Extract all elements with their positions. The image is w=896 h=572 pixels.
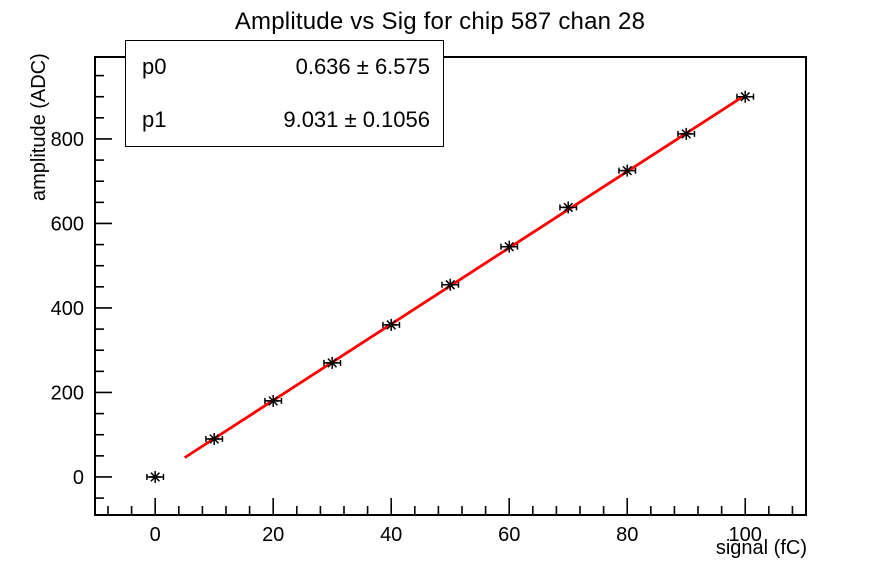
x-tick-label: 80 bbox=[616, 524, 638, 546]
fit-param-row-p1: p1 9.031 ± 0.1056 bbox=[126, 94, 443, 147]
fit-line bbox=[183, 95, 744, 459]
data-marker-asterisk bbox=[386, 320, 397, 330]
data-marker-asterisk bbox=[622, 165, 633, 176]
fit-param-name: p1 bbox=[142, 106, 167, 132]
y-tick-label: 800 bbox=[51, 129, 84, 151]
x-axis-title: signal (fC) bbox=[715, 537, 807, 559]
fit-param-value: 9.031 ± 0.1056 bbox=[283, 106, 430, 132]
data-marker-asterisk bbox=[150, 472, 161, 482]
x-tick-label: 60 bbox=[498, 524, 520, 546]
fit-stats-box: p0 0.636 ± 6.575 p1 9.031 ± 0.1056 bbox=[125, 40, 444, 147]
x-tick-label: 20 bbox=[262, 524, 284, 546]
fit-param-row-p0: p0 0.636 ± 6.575 bbox=[126, 41, 443, 94]
y-axis-title: amplitude (ADC) bbox=[28, 53, 50, 201]
data-marker-asterisk bbox=[209, 434, 220, 444]
fit-param-name: p0 bbox=[142, 54, 167, 80]
data-marker-asterisk bbox=[681, 129, 692, 139]
fit-param-value: 0.636 ± 6.575 bbox=[295, 54, 430, 80]
data-marker-asterisk bbox=[563, 202, 574, 213]
y-tick-label: 0 bbox=[73, 467, 84, 489]
plot-frame bbox=[94, 56, 807, 516]
data-marker-asterisk bbox=[268, 396, 279, 406]
data-marker-asterisk bbox=[445, 279, 456, 290]
data-marker-asterisk bbox=[327, 358, 338, 368]
y-tick-label: 200 bbox=[51, 382, 84, 404]
data-marker-asterisk bbox=[740, 91, 751, 102]
x-tick-label: 100 bbox=[729, 524, 762, 546]
data-marker-asterisk bbox=[504, 241, 515, 252]
x-tick-label: 40 bbox=[380, 524, 402, 546]
chart-title: Amplitude vs Sig for chip 587 chan 28 bbox=[234, 8, 646, 35]
x-tick-label: 0 bbox=[150, 524, 161, 546]
y-tick-label: 600 bbox=[51, 213, 84, 235]
y-tick-label: 400 bbox=[51, 298, 84, 320]
